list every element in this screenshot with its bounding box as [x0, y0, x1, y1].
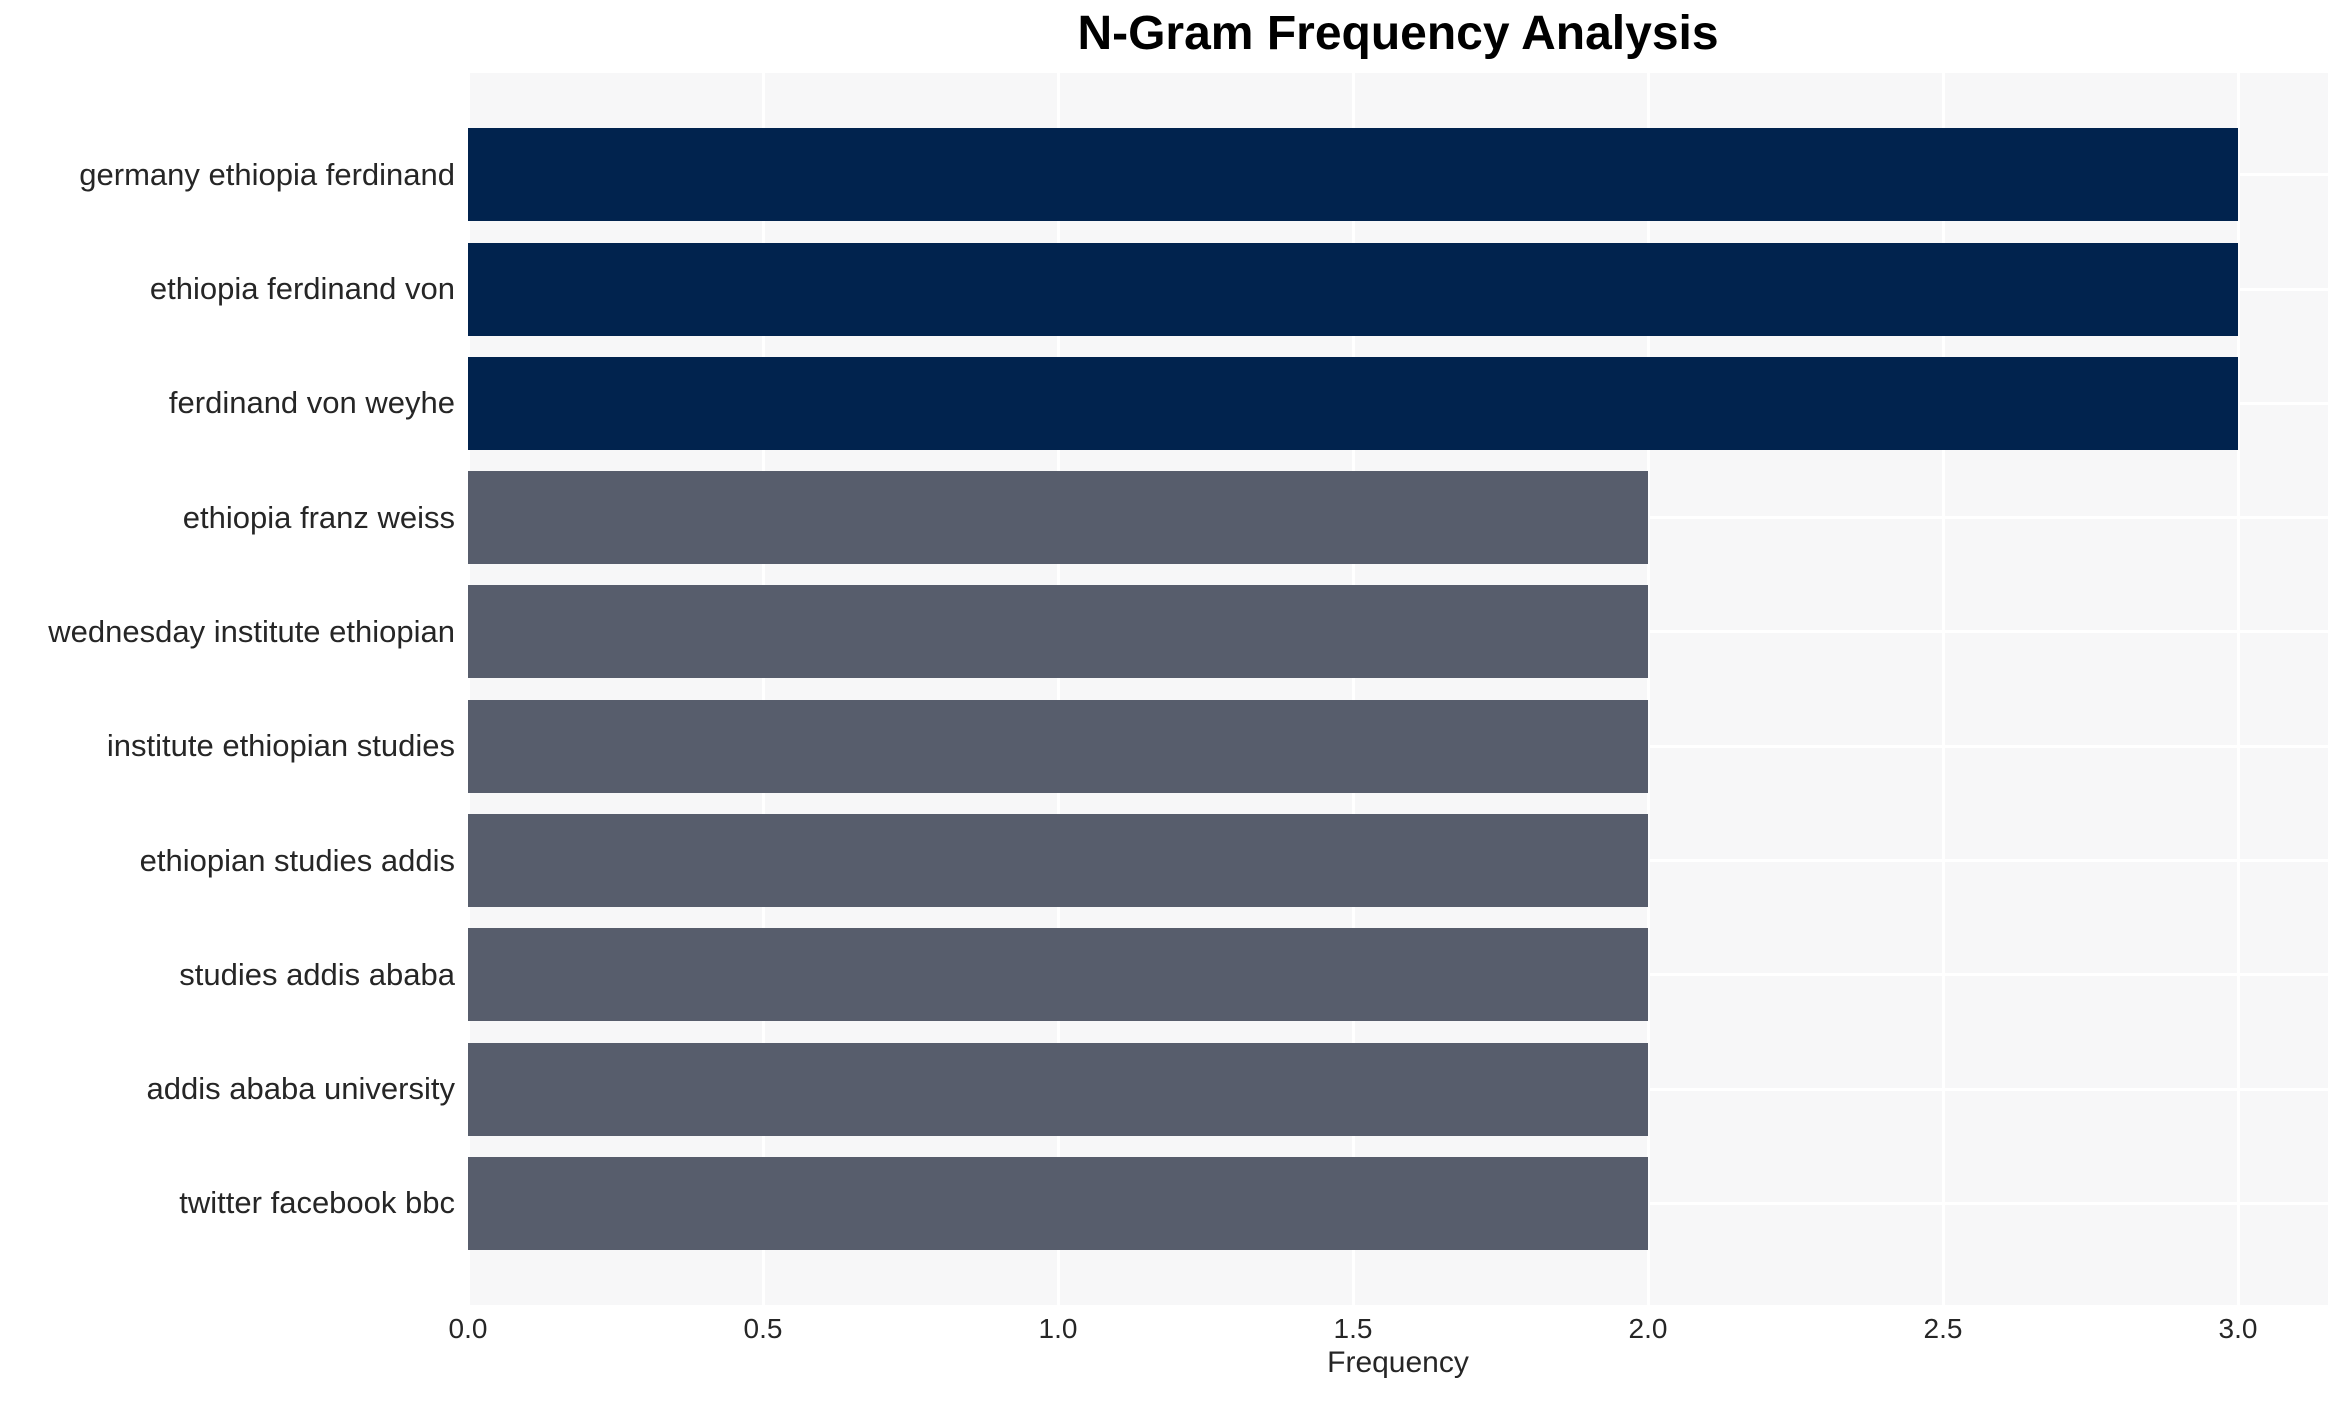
- chart-title: N-Gram Frequency Analysis: [1077, 7, 1719, 60]
- v-gridline: [2236, 73, 2240, 1305]
- y-tick-label: ethiopia franz weiss: [182, 499, 455, 535]
- bar-ferdinand-von-weyhe: [468, 356, 2239, 450]
- y-tick-label: ethiopia ferdinand von: [149, 271, 455, 306]
- bar-germany-ethiopia-ferdinand: [468, 128, 2239, 222]
- x-tick-label: 1.0: [1038, 1313, 1078, 1344]
- bar-institute-ethiopian-studies: [468, 699, 1649, 793]
- y-tick-label: addis ababa university: [146, 1071, 455, 1107]
- v-gridline: [1646, 73, 1650, 1305]
- x-axis-title: Frequency: [1327, 1346, 1469, 1379]
- y-tick-label: institute ethiopian studies: [106, 728, 455, 764]
- y-tick-label: wednesday institute ethiopian: [48, 613, 455, 649]
- x-tick-label: 0.0: [448, 1313, 488, 1344]
- v-gridline: [1056, 73, 1060, 1305]
- bar-twitter-facebook-bbc: [468, 1156, 1649, 1250]
- v-gridline: [1941, 73, 1945, 1305]
- x-tick-label: 2.0: [1628, 1313, 1668, 1344]
- plot-area: [466, 73, 2328, 1305]
- y-tick-label: ethiopian studies addis: [139, 842, 455, 878]
- bar-studies-addis-ababa: [468, 928, 1649, 1022]
- v-gridline: [466, 73, 470, 1305]
- bar-ethiopia-franz-weiss: [468, 471, 1649, 565]
- x-tick-label: 2.5: [1923, 1313, 1963, 1344]
- v-gridline: [1351, 73, 1355, 1305]
- v-gridline: [761, 73, 765, 1305]
- x-tick-label: 3.0: [2218, 1313, 2258, 1344]
- bar-ethiopia-ferdinand-von: [468, 242, 2239, 336]
- bar-ethiopian-studies-addis: [468, 814, 1649, 907]
- y-tick-label: studies addis ababa: [179, 956, 455, 992]
- y-tick-label: twitter facebook bbc: [179, 1185, 455, 1221]
- y-tick-label: ferdinand von weyhe: [168, 385, 455, 421]
- y-tick-label: germany ethiopia ferdinand: [79, 156, 455, 192]
- bar-addis-ababa-university: [468, 1042, 1649, 1136]
- x-tick-label: 1.5: [1333, 1313, 1373, 1344]
- x-tick-label: 0.5: [743, 1313, 783, 1344]
- bar-wednesday-institute-ethiopian: [468, 585, 1649, 679]
